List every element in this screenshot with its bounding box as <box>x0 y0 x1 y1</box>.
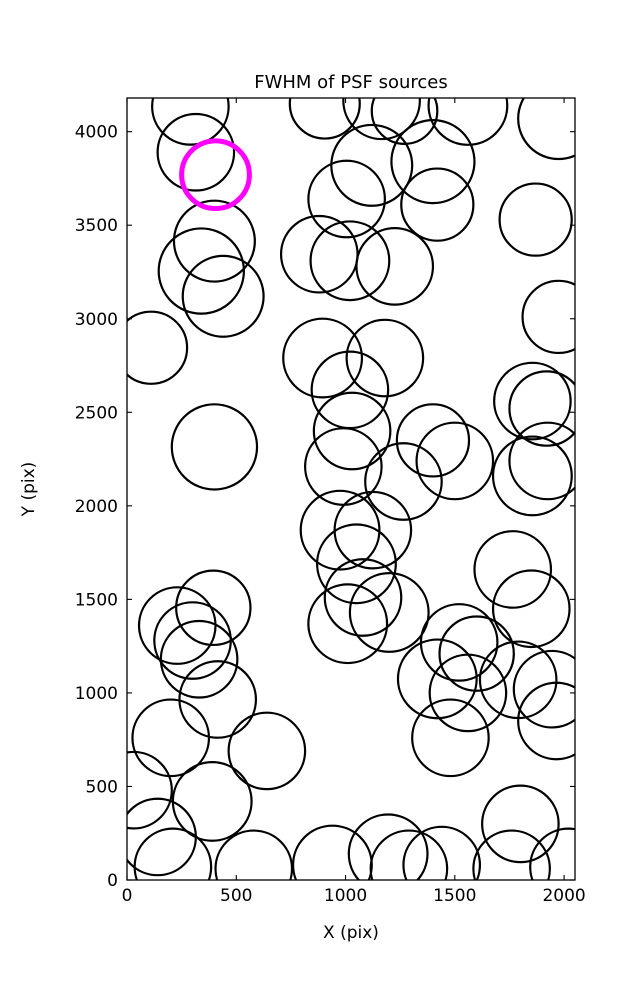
psf-source-circle <box>153 601 232 680</box>
source-circles <box>127 98 575 880</box>
x-tick-label: 2000 <box>542 886 585 906</box>
psf-source-circle <box>345 318 425 398</box>
psf-source-circle <box>396 638 478 720</box>
psf-source-circle <box>309 220 391 302</box>
psf-source-circle <box>312 391 392 471</box>
psf-source-circle <box>342 98 421 141</box>
psf-source-circle <box>310 350 390 430</box>
psf-source-circle <box>390 118 476 205</box>
psf-source-circle <box>347 813 429 880</box>
psf-source-circle <box>181 254 265 338</box>
psf-source-circle <box>348 572 430 653</box>
psf-source-circle <box>323 558 403 637</box>
psf-source-circle <box>370 98 439 145</box>
x-tick-label: 0 <box>122 886 133 906</box>
y-tick-label: 0 <box>107 871 118 891</box>
psf-source-circle <box>282 317 364 399</box>
psf-source-circle <box>473 530 553 609</box>
psf-source-circle <box>172 199 256 283</box>
y-tick-label: 3500 <box>75 216 118 236</box>
data-points-layer <box>127 98 575 880</box>
psf-source-circle <box>491 435 573 517</box>
y-tick-label: 3000 <box>75 310 118 330</box>
psf-source-circle <box>395 403 471 478</box>
psf-source-circle <box>355 227 435 306</box>
y-tick-label: 500 <box>86 777 118 797</box>
psf-source-circle <box>127 750 173 830</box>
psf-source-circle <box>171 760 253 842</box>
psf-source-circle <box>178 660 258 739</box>
psf-source-circle <box>157 227 246 315</box>
x-axis-label: X (pix) <box>323 923 379 943</box>
psf-source-circle <box>438 615 515 692</box>
psf-source-circle <box>529 827 575 880</box>
psf-source-circle <box>133 827 213 880</box>
psf-source-circle <box>512 649 575 729</box>
psf-source-circle <box>156 112 236 192</box>
psf-source-circle <box>498 182 573 257</box>
psf-source-circle <box>427 98 509 146</box>
psf-source-circle <box>316 523 397 605</box>
psf-source-circle <box>304 427 383 506</box>
psf-source-circle <box>493 361 572 441</box>
axis-labels-layer: X (pix) Y (pix) <box>19 462 379 943</box>
psf-source-circle <box>369 829 449 880</box>
psf-source-circle <box>402 825 482 880</box>
psf-source-circle <box>127 310 189 385</box>
psf-source-circle <box>330 123 414 207</box>
psf-source-circle <box>508 421 575 501</box>
psf-source-circle <box>279 214 359 294</box>
psf-source-circle <box>307 159 386 239</box>
selected-source-circle <box>179 138 252 212</box>
y-axis-ticks: 0 500 1000 1500 2000 2500 3000 3500 4000 <box>75 123 575 891</box>
plot-title-group: FWHM of PSF sources <box>254 72 448 93</box>
psf-source-circle <box>508 370 575 447</box>
highlight-circle-group <box>179 138 252 212</box>
psf-source-circle <box>170 403 259 491</box>
axes-layer: 0 500 1000 1500 2000 0 500 1000 1500 2000 2500 300… <box>75 97 586 906</box>
y-tick-label: 2500 <box>75 403 118 423</box>
psf-source-circle <box>364 442 443 521</box>
psf-source-circle <box>131 698 211 778</box>
psf-source-circle <box>214 829 294 880</box>
x-tick-label: 1500 <box>433 886 476 906</box>
psf-source-circle <box>419 603 499 682</box>
psf-source-circle <box>227 711 307 791</box>
y-tick-label: 4000 <box>75 123 118 143</box>
psf-source-circle <box>517 681 575 761</box>
psf-source-circle <box>415 421 495 501</box>
x-tick-label: 1000 <box>324 886 367 906</box>
psf-source-circle <box>411 698 490 778</box>
y-tick-label: 1000 <box>75 684 118 704</box>
psf-source-circle <box>307 583 389 665</box>
psf-source-circle <box>517 98 575 161</box>
x-axis-ticks: 0 500 1000 1500 2000 <box>122 98 586 906</box>
page-title: FWHM of PSF sources <box>254 72 448 93</box>
psf-source-circle <box>472 829 551 880</box>
y-axis-label: Y (pix) <box>19 462 39 518</box>
psf-source-circle <box>299 489 381 571</box>
y-tick-label: 1500 <box>75 590 118 610</box>
psf-source-circle <box>159 619 239 699</box>
psf-source-circle <box>481 784 560 864</box>
psf-source-circle <box>400 167 475 242</box>
y-tick-label: 2000 <box>75 497 118 517</box>
psf-source-circle <box>491 569 571 649</box>
psf-source-circle <box>428 653 508 733</box>
axes-frame <box>126 97 576 881</box>
psf-source-circle <box>521 279 575 355</box>
psf-source-circle <box>288 98 361 140</box>
psf-source-circle <box>127 797 197 877</box>
psf-source-circle <box>151 98 230 146</box>
x-tick-label: 500 <box>220 886 252 906</box>
psf-source-circle <box>175 569 252 647</box>
